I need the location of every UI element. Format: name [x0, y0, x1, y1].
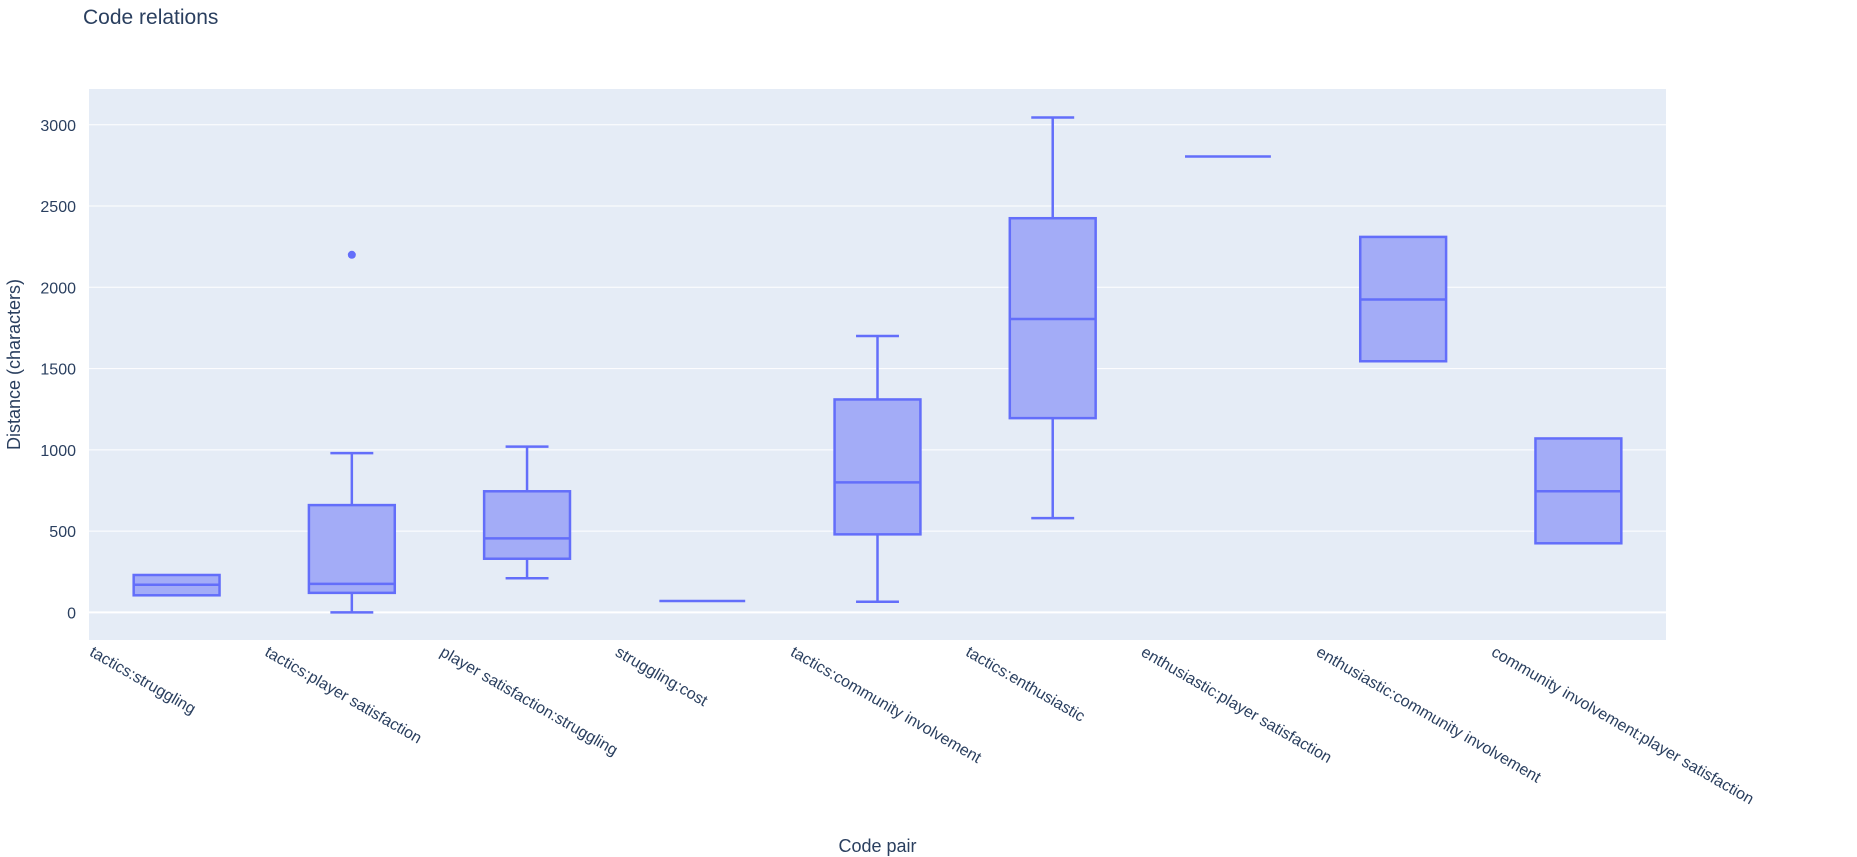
box-7: [1358, 235, 1448, 363]
x-axis-label: Code pair: [838, 836, 916, 856]
y-tick-label: 500: [49, 524, 76, 541]
y-tick-label: 2500: [40, 199, 76, 216]
x-tick-label: tactics:enthusiastic: [963, 644, 1088, 726]
box-iqr: [307, 503, 397, 595]
box-2: [482, 445, 572, 580]
box-iqr: [833, 398, 922, 536]
x-tick-label: tactics:community involvement: [788, 644, 985, 767]
x-tick-label: enthusiastic:player satisfaction: [1138, 644, 1334, 767]
box-1: [307, 250, 397, 614]
box-4: [833, 334, 922, 604]
x-tick-label: tactics:player satisfaction: [262, 644, 425, 748]
y-tick-label: 2000: [40, 280, 76, 297]
x-tick-label: tactics:struggling: [87, 644, 199, 718]
box-0: [132, 573, 221, 597]
y-tick-labels: 0 500 1000 1500 2000 2500 3000: [40, 118, 76, 623]
box-iqr: [482, 490, 572, 560]
box-8: [1534, 437, 1623, 545]
y-tick-label: 0: [67, 605, 76, 622]
x-tick-labels: tactics:struggling tactics:player satisfa…: [87, 644, 1757, 809]
y-tick-label: 1500: [40, 362, 76, 379]
x-tick-label: player satisfaction:struggling: [437, 644, 620, 760]
x-tick-label: struggling:cost: [612, 644, 710, 711]
box-5: [1008, 116, 1097, 520]
chart-title: Code relations: [83, 6, 219, 29]
y-tick-label: 1000: [40, 443, 76, 460]
x-tick-label: community involvement:player satisfactio…: [1488, 644, 1756, 809]
y-tick-label: 3000: [40, 118, 76, 135]
box-series: [132, 116, 1623, 614]
y-axis-label: Distance (characters): [4, 279, 24, 450]
outlier-point: [347, 250, 356, 259]
